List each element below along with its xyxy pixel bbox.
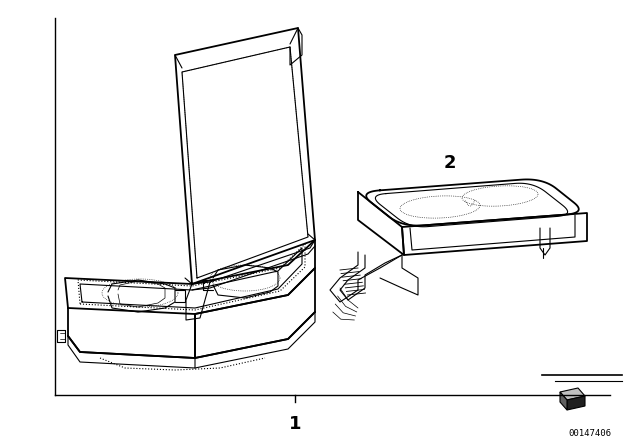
Polygon shape — [567, 396, 585, 410]
Text: 1: 1 — [289, 415, 301, 433]
Polygon shape — [560, 392, 567, 410]
Text: 00147406: 00147406 — [568, 429, 611, 438]
Polygon shape — [560, 388, 585, 400]
Text: 2: 2 — [444, 154, 456, 172]
